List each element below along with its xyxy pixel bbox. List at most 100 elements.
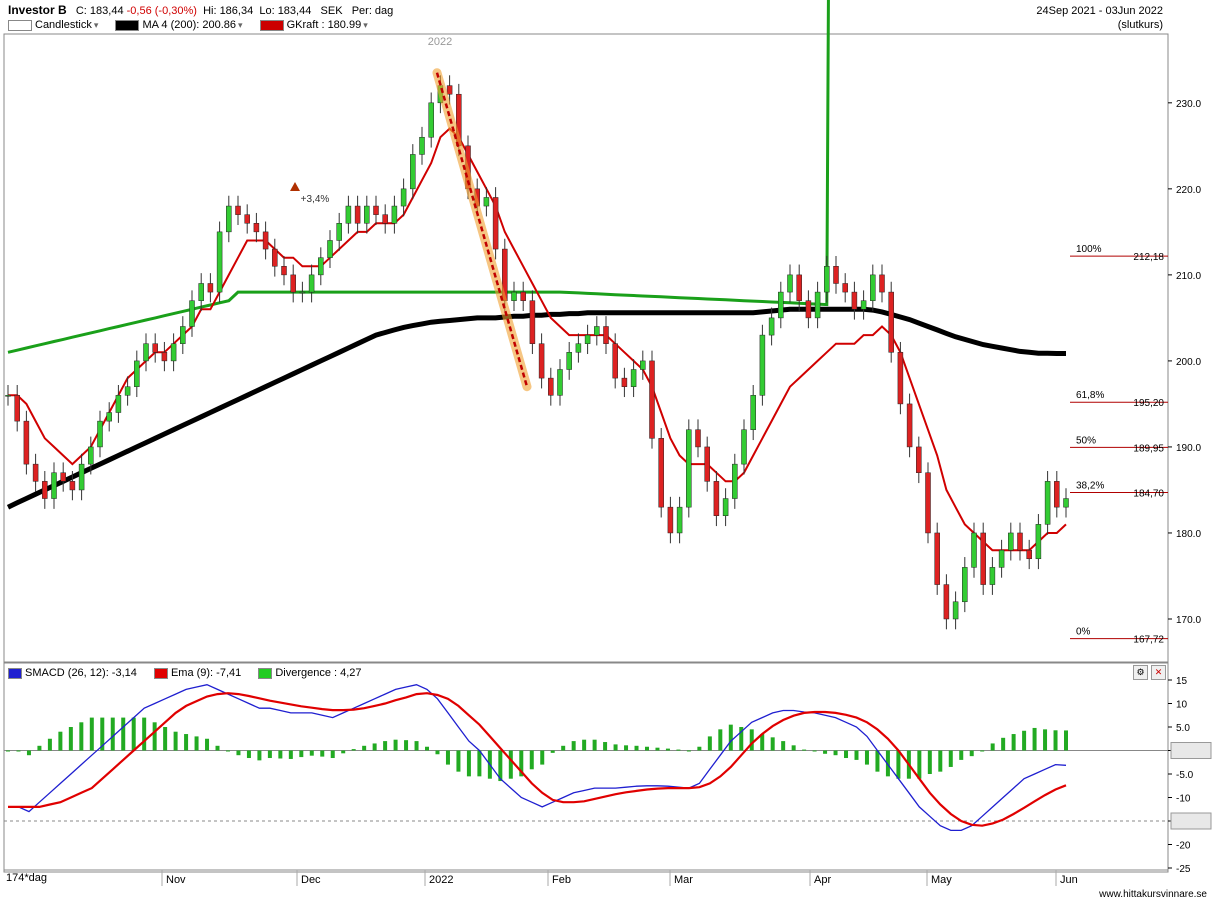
divergence-bar	[917, 750, 922, 779]
gkraft-selector[interactable]: GKraft : 180.99 ▾	[259, 19, 368, 31]
candle	[980, 532, 986, 585]
divergence-bar	[288, 750, 293, 759]
divergence-bar	[1053, 730, 1058, 751]
candle	[870, 274, 876, 301]
divergence-bar	[6, 750, 10, 752]
divergence-bar	[508, 750, 513, 779]
divergence-swatch	[258, 667, 273, 679]
candle	[134, 360, 140, 387]
divergence-legend[interactable]: Divergence : 4,27	[258, 667, 362, 679]
smacd-legend[interactable]: SMACD (26, 12): -3,14	[8, 667, 137, 679]
macd-y-tick-label: 15	[1176, 676, 1188, 687]
candle	[630, 369, 637, 387]
gkraft-swatch	[259, 19, 284, 31]
gain-label: +3,4%	[301, 194, 330, 205]
candle	[51, 472, 57, 499]
divergence-bar	[215, 745, 220, 751]
candle	[198, 283, 204, 301]
divergence-bar	[414, 741, 419, 751]
smacd-swatch	[8, 667, 22, 679]
divergence-bar	[697, 746, 702, 751]
close-icon[interactable]: ✕	[1151, 665, 1166, 680]
candle	[373, 205, 379, 215]
divergence-bar	[540, 750, 545, 765]
candle	[1026, 549, 1032, 560]
candle	[640, 360, 646, 370]
divergence-bar	[246, 750, 251, 759]
candle	[1054, 481, 1060, 508]
divergence-bar	[864, 750, 869, 765]
divergence-bar	[152, 722, 157, 751]
candle	[410, 154, 416, 190]
candle	[796, 274, 802, 301]
candle	[170, 343, 177, 362]
y-tick-label: 180.0	[1176, 529, 1201, 540]
candle	[327, 240, 333, 258]
ema-legend[interactable]: Ema (9): -7,41	[153, 667, 242, 679]
candle	[161, 352, 168, 362]
x-tick-label: Dec	[301, 874, 321, 886]
macd-panel	[3, 662, 1169, 873]
divergence-bar	[592, 739, 597, 751]
divergence-bar	[267, 750, 272, 759]
divergence-bar	[26, 750, 31, 756]
ma-selector[interactable]: MA 4 (200): 200.86 ▾	[115, 19, 243, 31]
candle	[897, 352, 904, 405]
candle	[32, 463, 39, 482]
candle	[667, 506, 674, 534]
candle	[548, 377, 554, 396]
divergence-bar	[309, 750, 314, 756]
y-tick-label: 190.0	[1176, 443, 1201, 454]
ema-label: Ema (9): -7,41	[170, 667, 242, 679]
x-tick-label: Jun	[1060, 874, 1078, 886]
candle	[787, 274, 793, 293]
price-panel: 100% 212,18 61,8% 195,20 50% 189,95 38,2% 184,7…	[3, 0, 1169, 663]
candle	[5, 395, 11, 397]
divergence-bar	[927, 750, 932, 774]
ema-swatch	[153, 667, 168, 679]
candle	[207, 283, 214, 293]
divergence-bar	[749, 729, 754, 751]
candle	[529, 300, 536, 344]
divergence-bar	[456, 750, 461, 772]
candlestick-selector[interactable]: Candlestick ▾	[8, 19, 98, 31]
divergence-bar	[425, 746, 430, 751]
candle	[824, 266, 830, 293]
candle	[860, 300, 867, 310]
candle	[1063, 498, 1069, 508]
candle	[336, 223, 342, 241]
x-tick-label: 2022	[429, 874, 453, 886]
settings-icon[interactable]: ⚙	[1133, 665, 1148, 680]
candle	[934, 532, 940, 585]
high-value: Hi: 186,34	[203, 5, 254, 17]
divergence-bar	[665, 748, 670, 751]
candle	[262, 231, 269, 250]
divergence-bar	[885, 750, 890, 777]
price-basis: (slutkurs)	[1117, 19, 1163, 31]
divergence-bar	[466, 750, 471, 777]
candle	[318, 257, 324, 276]
chevron-down-icon: ▾	[363, 20, 368, 30]
period: Per: dag	[351, 5, 394, 17]
fib-percent: 61,8%	[1076, 390, 1104, 401]
divergence-bar	[110, 717, 115, 751]
low-value: Lo: 183,44	[259, 5, 312, 17]
candle	[226, 205, 232, 233]
divergence-bar	[477, 750, 482, 777]
candle	[115, 395, 122, 413]
candle	[511, 291, 517, 301]
candle	[1035, 524, 1042, 560]
divergence-bar	[624, 745, 629, 751]
candle	[594, 326, 600, 336]
divergence-bar	[351, 749, 356, 751]
divergence-bar	[163, 727, 168, 751]
candle	[916, 446, 922, 473]
divergence-bar	[760, 734, 765, 751]
fib-percent: 38,2%	[1076, 481, 1104, 492]
candle	[299, 291, 306, 294]
divergence-bar	[561, 745, 566, 751]
divergence-bar	[613, 744, 618, 751]
date-range-text: 24Sep 2021 - 03Jun 2022	[1036, 5, 1163, 17]
macd-y-tick-label: -20	[1176, 841, 1191, 852]
x-tick-label: May	[931, 874, 952, 886]
